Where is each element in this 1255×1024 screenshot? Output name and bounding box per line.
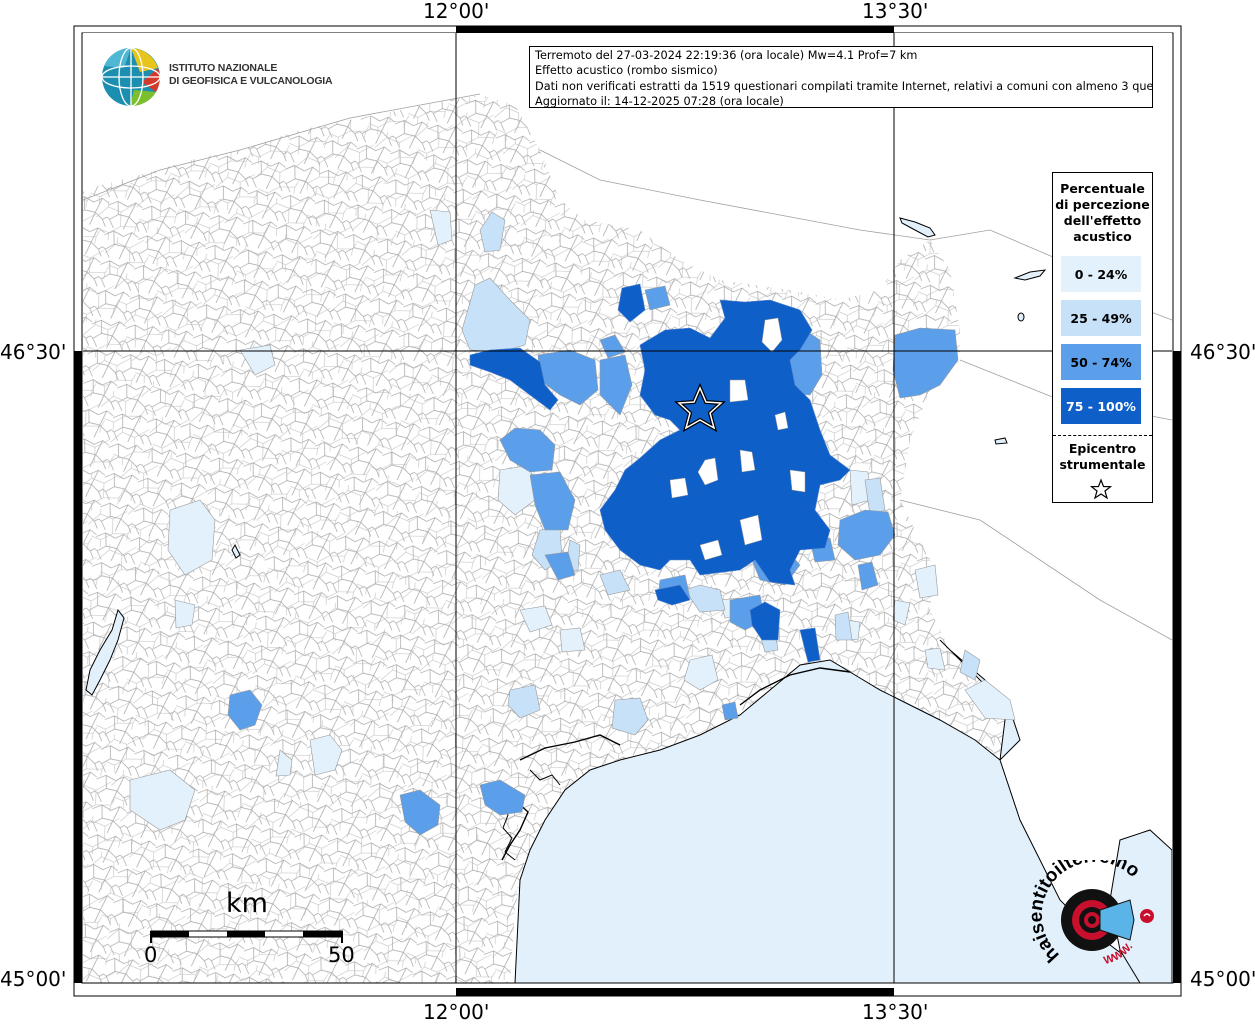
haisentito-logo: haisentitoilterremoto.it WWW. [1030, 860, 1154, 967]
effect-line: Effetto acustico (rombo sismico) [535, 64, 718, 78]
lon-label-right-top: 13°30' [862, 0, 929, 23]
ingv-name: ISTITUTO NAZIONALE DI GEOFISICA E VULCAN… [169, 62, 333, 87]
legend-separator [1053, 435, 1152, 436]
legend-title: Percentuale di percezione dell'effetto a… [1055, 181, 1150, 244]
legend-class-0-24: 0 - 24% [1061, 256, 1141, 292]
lat-label-top-right: 46°30' [1190, 340, 1255, 364]
no-data-holes [669, 317, 806, 561]
lon-label-left-bottom: 12°00' [423, 1000, 490, 1024]
lat-label-bottom-left: 45°00' [0, 967, 67, 991]
legend-epicenter-label: Epicentro strumentale [1059, 441, 1146, 472]
scale-min-label: 0 [144, 943, 158, 967]
ingv-globe-logo [101, 47, 161, 107]
scale-bar [150, 930, 343, 943]
scale-unit-label: km [226, 888, 268, 919]
legend-class-50-74: 50 - 74% [1061, 344, 1141, 380]
adriatic-sea [514, 639, 1172, 983]
legend-class-75-100: 75 - 100% [1061, 388, 1141, 424]
legend-class-25-49: 25 - 49% [1061, 300, 1141, 336]
lon-label-right-bottom: 13°30' [862, 1000, 929, 1024]
event-info-box: Terremoto del 27-03-2024 22:19:36 (ora l… [529, 46, 1153, 108]
lat-label-bottom-right: 45°00' [1190, 967, 1255, 991]
class-75-100 [469, 283, 851, 663]
lon-label-left-top: 12°00' [423, 0, 490, 23]
source-line: Dati non verificati estratti da 1519 que… [535, 79, 1153, 93]
lake-garda [85, 608, 125, 696]
scale-max-label: 50 [328, 943, 355, 967]
class-0-24 [129, 209, 1016, 831]
lat-label-top-left: 46°30' [0, 340, 67, 364]
legend-star-icon [1090, 478, 1112, 500]
updated-line: Aggiornato il: 14-12-2025 07:28 (ora loc… [535, 95, 784, 108]
event-line: Terremoto del 27-03-2024 22:19:36 (ora l… [535, 49, 918, 62]
legend: Percentuale di percezione dell'effetto a… [1052, 172, 1153, 503]
